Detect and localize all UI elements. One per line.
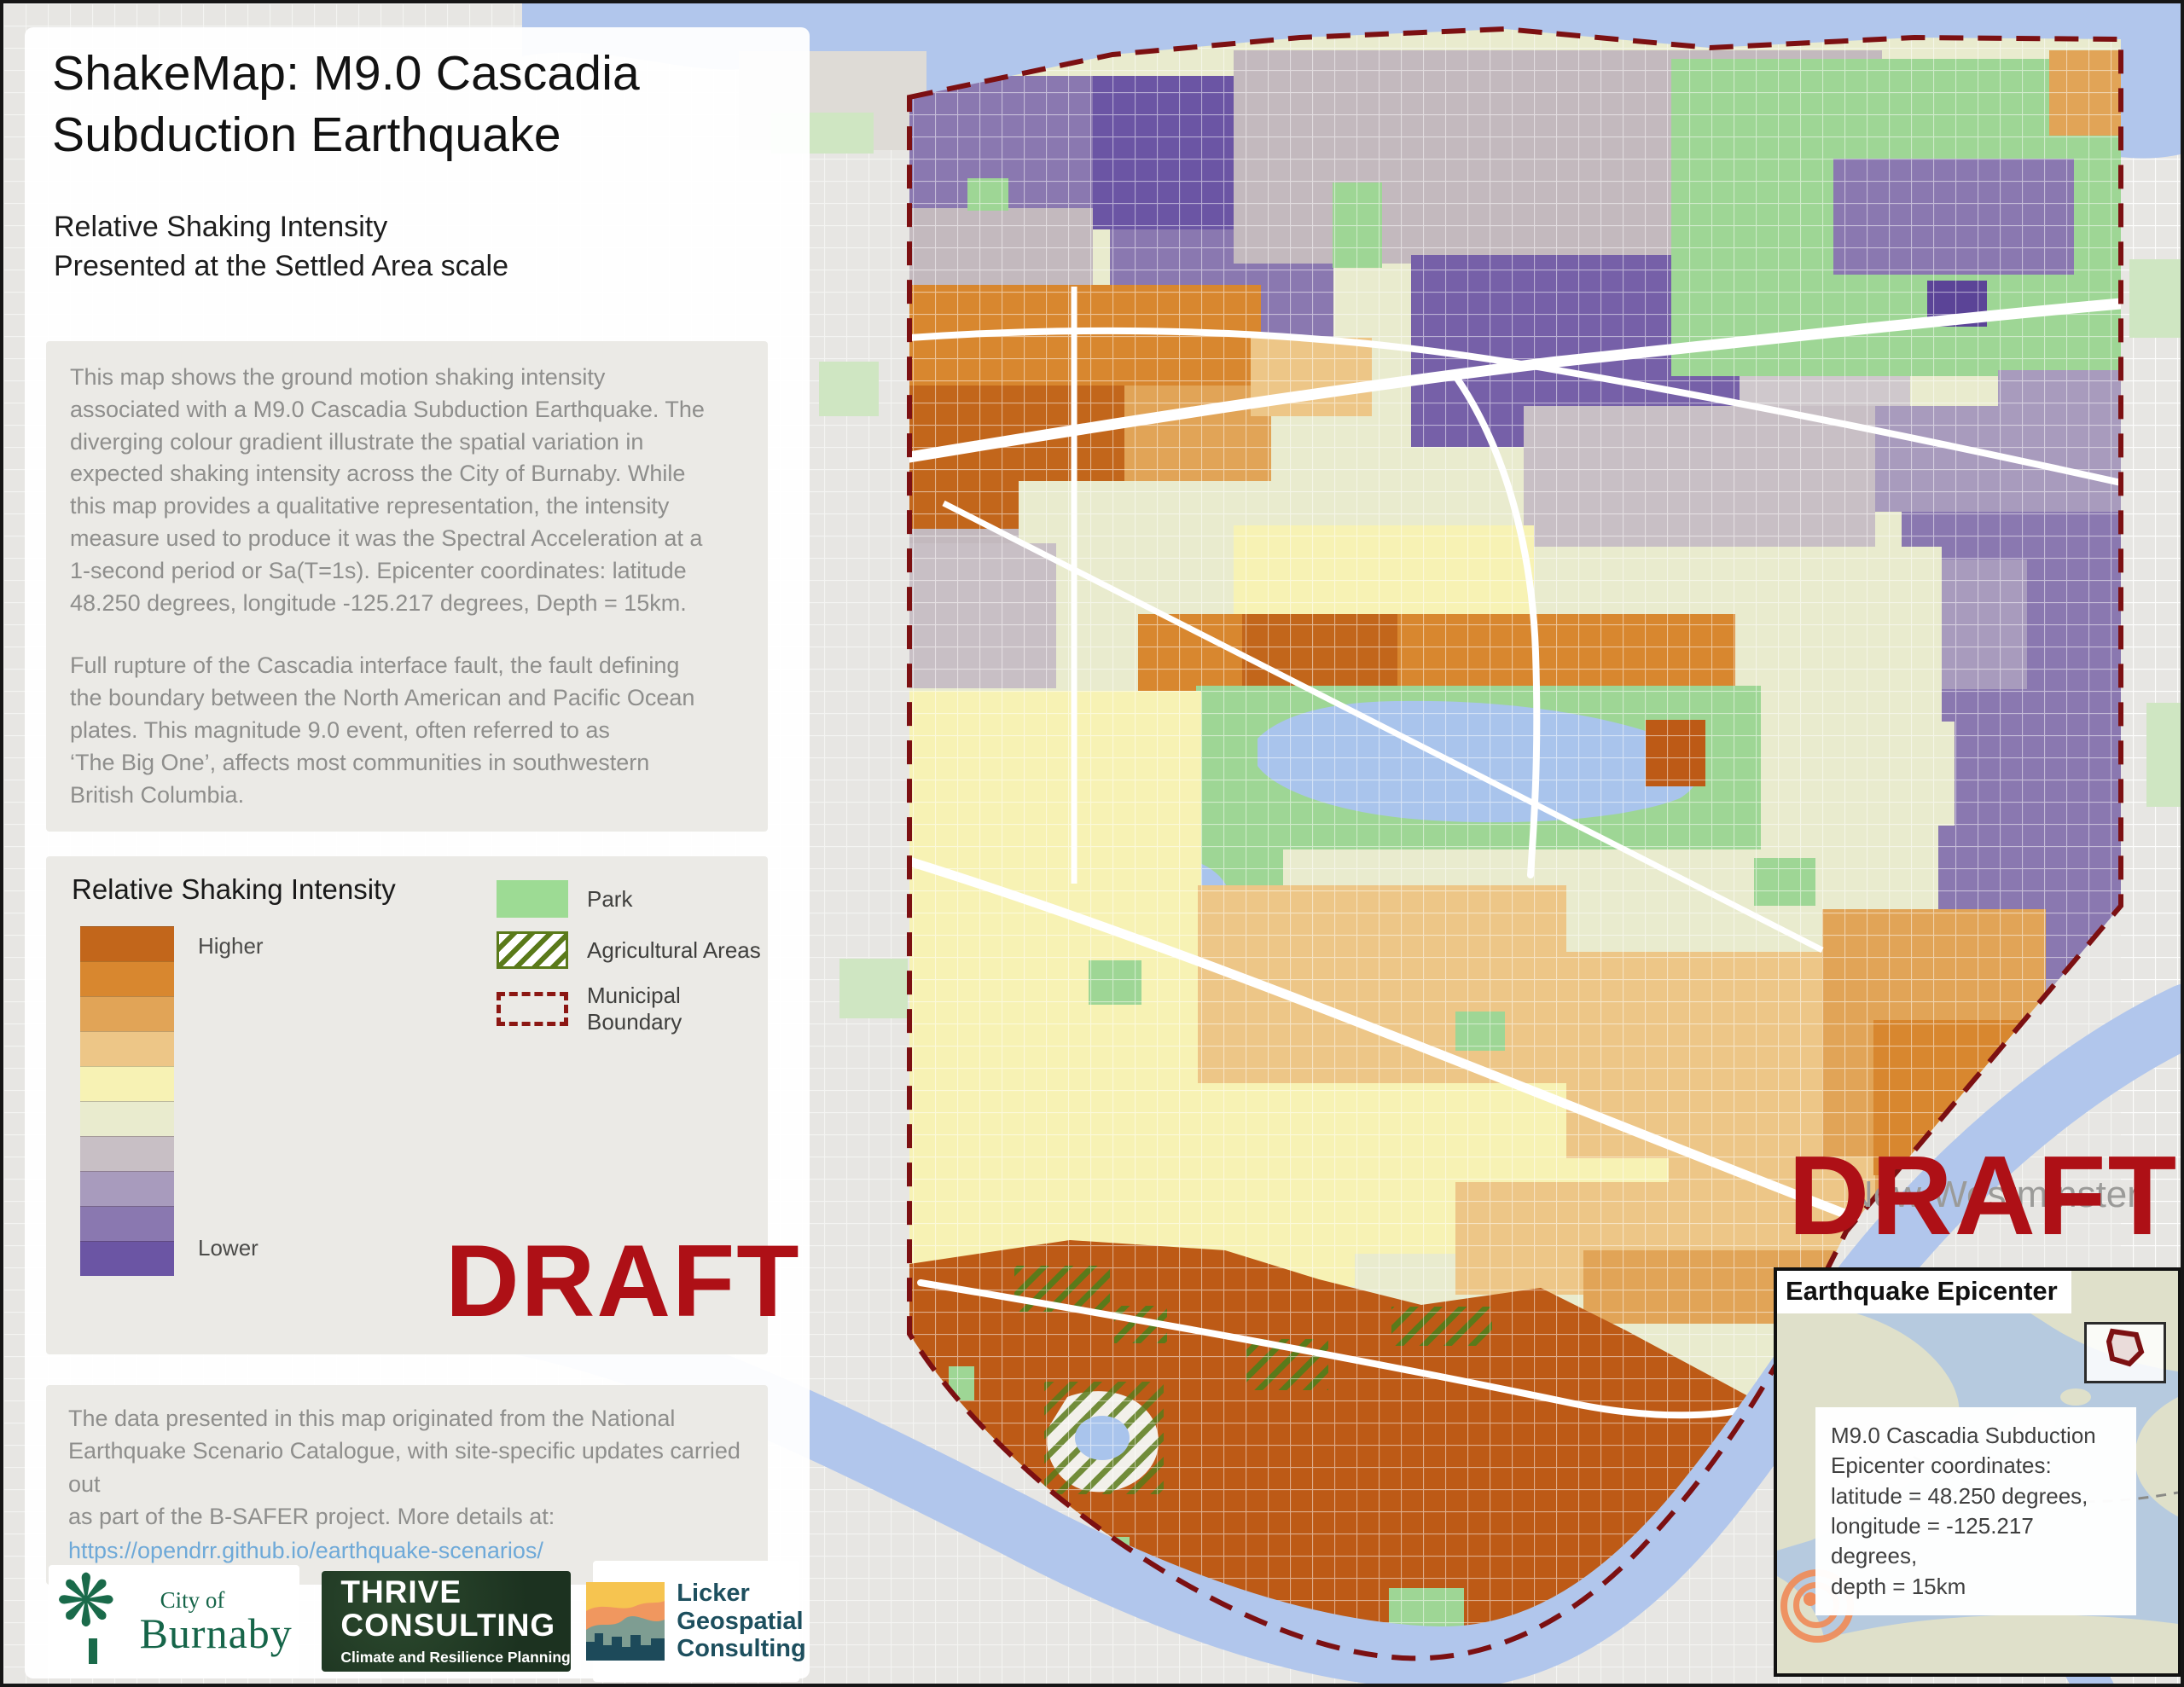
description-card: This map shows the ground motion shaking… [46, 341, 768, 832]
burnaby-logo-name: Burnaby [139, 1609, 293, 1657]
ramp-swatch [80, 961, 174, 996]
burnaby-tree-icon: ❋ [56, 1565, 130, 1666]
ramp-higher-label: Higher [198, 933, 264, 959]
basemap-parks [2146, 703, 2181, 807]
major-roads [909, 856, 1879, 1230]
epicenter-inset: Earthquake Epicenter M9.0 Cascadia Subdu… [1774, 1267, 2181, 1677]
info-panel: ShakeMap: M9.0 Cascadia Subduction Earth… [25, 27, 810, 1682]
legend-item-park: Park [497, 880, 768, 918]
inset-landmass [2060, 1388, 2091, 1406]
ramp-swatch [80, 1171, 174, 1206]
legend-item-boundary: Municipal Boundary [497, 983, 768, 1035]
licker-sunset-art [586, 1582, 665, 1661]
ramp-swatch [80, 1101, 174, 1136]
licker-sunset-icon [586, 1582, 665, 1661]
page-subtitle: Relative Shaking Intensity Presented at … [54, 211, 509, 282]
basemap-parks [819, 362, 879, 416]
description-paragraph-1: This map shows the ground motion shaking… [70, 364, 705, 616]
epicenter-ring-core [1804, 1592, 1817, 1606]
park-label: Park [587, 885, 633, 912]
epicenter-info-text: M9.0 Cascadia Subduction Epicenter coord… [1815, 1407, 2136, 1616]
burnaby-tree-trunk [88, 1638, 97, 1664]
licker-logo-text: Licker Geospatial Consulting [677, 1580, 806, 1663]
city-of-burnaby-logo: ❋ City of Burnaby [49, 1565, 300, 1678]
map-label-new-westminster: New Westminster [1846, 1174, 2140, 1215]
ramp-swatch [80, 996, 174, 1031]
source-link[interactable]: https://opendrr.github.io/earthquake-sce… [68, 1538, 543, 1564]
source-card: The data presented in this map originate… [46, 1385, 768, 1585]
basemap-parks [2129, 259, 2181, 338]
highways [909, 287, 2121, 1419]
ramp-swatch [80, 1136, 174, 1171]
draft-watermark-panel: DRAFT [445, 1224, 801, 1338]
licker-geospatial-logo: Licker Geospatial Consulting [586, 1561, 806, 1682]
thrive-logo-line2: CONSULTING [340, 1607, 556, 1643]
description-paragraph-2: Full rupture of the Cascadia interface f… [70, 652, 695, 808]
burnaby-locator-icon [2084, 1322, 2166, 1383]
logo-row: ❋ City of Burnaby THRIVE CONSULTING Clim… [49, 1561, 806, 1682]
ramp-swatch [80, 1066, 174, 1101]
legend-title: Relative Shaking Intensity [72, 873, 396, 905]
major-roads [942, 500, 1824, 954]
legend-item-agricultural: Agricultural Areas [497, 931, 768, 969]
major-roads [909, 298, 2121, 463]
source-text: The data presented in this map originate… [68, 1406, 741, 1529]
fraser-river [491, 984, 2181, 1684]
thrive-logo-tagline: Climate and Resilience Planning [340, 1649, 571, 1667]
draft-watermark-map: DRAFT [1788, 1133, 2179, 1258]
inset-landmass [2135, 1397, 2178, 1516]
park-swatch-icon [497, 880, 568, 918]
intensity-ramp [80, 926, 174, 1276]
ramp-swatch [80, 1241, 174, 1276]
ramp-swatch [80, 1206, 174, 1241]
thrive-logo-line1: THRIVE [340, 1574, 462, 1609]
ramp-lower-label: Lower [198, 1235, 258, 1261]
burnaby-outline-shape [2106, 1328, 2145, 1367]
inset-landmass [1777, 1615, 2178, 1673]
boundary-dash-icon [497, 992, 568, 1026]
agricultural-label: Agricultural Areas [587, 936, 761, 963]
major-roads [1450, 370, 1541, 878]
legend-card: Relative Shaking Intensity Higher Lower … [46, 856, 799, 1354]
burnaby-logo-prefix: City of [160, 1586, 225, 1613]
burnaby-tree-glyph: ❋ [55, 1561, 116, 1641]
inset-title: Earthquake Epicenter [1777, 1271, 2071, 1313]
agricultural-hatch-icon [497, 931, 568, 969]
ramp-swatch [80, 1031, 174, 1066]
basemap-parks [839, 959, 908, 1018]
burnaby-logo-text: City of Burnaby [139, 1586, 293, 1657]
ramp-swatch [80, 926, 174, 961]
boundary-label: Municipal Boundary [587, 983, 682, 1035]
thrive-consulting-logo: THRIVE CONSULTING Climate and Resilience… [322, 1571, 571, 1672]
page-title: ShakeMap: M9.0 Cascadia Subduction Earth… [52, 46, 640, 163]
major-roads [909, 327, 2121, 486]
major-roads [917, 1279, 1766, 1419]
legend-items: Park Agricultural Areas Municipal Bounda… [497, 880, 768, 1035]
